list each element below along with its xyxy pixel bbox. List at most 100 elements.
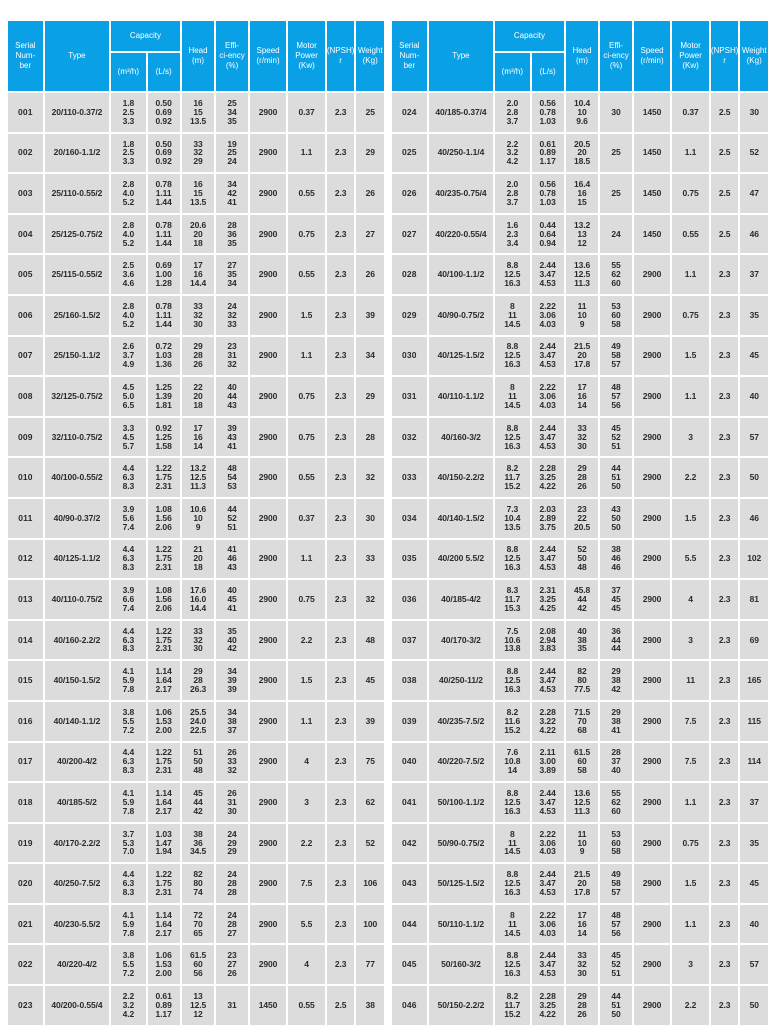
cell-motor-power: 3 xyxy=(672,417,709,457)
cell-serial-number: 009 xyxy=(8,417,43,457)
cell-weight: 25 xyxy=(356,93,384,132)
cell-serial-number: 028 xyxy=(392,255,427,294)
cell-type: 40/160-2.2/2 xyxy=(44,620,110,660)
cell-speed: 1450 xyxy=(249,986,287,1025)
cell-capacity-ls: 1.22 1.75 2.31 xyxy=(147,458,180,497)
cell-head: 10.4 10 9.6 xyxy=(565,93,599,132)
cell-weight: 29 xyxy=(356,377,384,416)
table-row: 026 40/235-0.75/4 2.0 2.8 3.7 0.56 0.78 1.0… xyxy=(392,174,768,213)
cell-weight: 33 xyxy=(356,539,384,579)
cell-serial-number: 018 xyxy=(8,783,43,822)
cell-efficiency: 44 51 50 xyxy=(600,986,632,1025)
cell-head: 45 44 42 xyxy=(181,783,215,822)
table-row: 033 40/150-2.2/2 8.2 11.7 15.2 2.28 3.25 4.… xyxy=(392,458,768,497)
cell-capacity-ls: 2.44 3.47 4.53 xyxy=(531,336,564,376)
cell-npsh: 2.3 xyxy=(710,986,739,1025)
cell-npsh: 2.3 xyxy=(326,742,355,782)
table-row: 030 40/125-1.5/2 8.8 12.5 16.3 2.44 3.47 4.… xyxy=(392,336,768,376)
cell-capacity-m3h: 1.8 2.5 3.3 xyxy=(111,133,146,173)
cell-capacity-m3h: 1.8 2.5 3.3 xyxy=(111,93,146,132)
cell-weight: 81 xyxy=(740,580,768,619)
cell-weight: 30 xyxy=(740,93,768,132)
cell-type: 40/185-0.37/4 xyxy=(428,93,494,132)
cell-head: 33 32 30 xyxy=(181,620,215,660)
table-row: 027 40/220-0.55/4 1.6 2.3 3.4 0.44 0.64 0.9… xyxy=(392,214,768,254)
table-row: 019 40/170-2.2/2 3.7 5.3 7.0 1.03 1.47 1.94… xyxy=(8,823,384,863)
cell-serial-number: 013 xyxy=(8,580,43,619)
cell-capacity-ls: 0.50 0.69 0.92 xyxy=(147,93,180,132)
cell-npsh: 2.3 xyxy=(326,498,355,538)
cell-npsh: 2.3 xyxy=(326,539,355,579)
cell-head: 71.5 70 68 xyxy=(565,701,599,741)
cell-weight: 39 xyxy=(356,295,384,335)
cell-motor-power: 1.1 xyxy=(672,377,709,416)
header-capacity-ls: (L/s) xyxy=(147,53,180,91)
cell-capacity-m3h: 4.1 5.9 7.8 xyxy=(111,661,146,700)
cell-speed: 2900 xyxy=(633,295,671,335)
cell-serial-number: 034 xyxy=(392,498,427,538)
cell-efficiency: 34 38 37 xyxy=(216,701,248,741)
cell-speed: 2900 xyxy=(633,377,671,416)
cell-npsh: 2.3 xyxy=(710,620,739,660)
cell-head: 17 16 14 xyxy=(565,377,599,416)
cell-speed: 2900 xyxy=(249,904,287,944)
cell-head: 20.6 20 18 xyxy=(181,214,215,254)
cell-speed: 1450 xyxy=(633,133,671,173)
header-serial-number: Serial Num- ber xyxy=(8,21,43,91)
cell-capacity-m3h: 2.0 2.8 3.7 xyxy=(495,174,530,213)
cell-capacity-ls: 0.69 1.00 1.28 xyxy=(147,255,180,294)
cell-type: 20/110-0.37/2 xyxy=(44,93,110,132)
cell-capacity-ls: 2.22 3.06 4.03 xyxy=(531,823,564,863)
cell-capacity-ls: 1.25 1.39 1.81 xyxy=(147,377,180,416)
cell-serial-number: 042 xyxy=(392,823,427,863)
cell-serial-number: 038 xyxy=(392,661,427,700)
cell-npsh: 2.3 xyxy=(326,417,355,457)
cell-efficiency: 24 29 29 xyxy=(216,823,248,863)
cell-serial-number: 012 xyxy=(8,539,43,579)
cell-efficiency: 26 31 30 xyxy=(216,783,248,822)
cell-npsh: 2.3 xyxy=(326,580,355,619)
cell-serial-number: 011 xyxy=(8,498,43,538)
cell-motor-power: 0.75 xyxy=(288,417,325,457)
cell-efficiency: 28 37 40 xyxy=(600,742,632,782)
cell-type: 25/125-0.75/2 xyxy=(44,214,110,254)
cell-type: 40/150-2.2/2 xyxy=(428,458,494,497)
cell-serial-number: 007 xyxy=(8,336,43,376)
cell-capacity-m3h: 4.1 5.9 7.8 xyxy=(111,904,146,944)
cell-speed: 2900 xyxy=(249,742,287,782)
cell-npsh: 2.3 xyxy=(326,458,355,497)
cell-motor-power: 2.2 xyxy=(288,620,325,660)
cell-motor-power: 1.1 xyxy=(672,133,709,173)
cell-npsh: 2.5 xyxy=(710,133,739,173)
cell-speed: 2900 xyxy=(249,661,287,700)
cell-type: 40/250-11/2 xyxy=(428,661,494,700)
cell-efficiency: 41 46 43 xyxy=(216,539,248,579)
cell-capacity-m3h: 2.8 4.0 5.2 xyxy=(111,174,146,213)
cell-efficiency: 23 31 32 xyxy=(216,336,248,376)
cell-serial-number: 022 xyxy=(8,945,43,985)
cell-speed: 2900 xyxy=(633,620,671,660)
cell-capacity-m3h: 8.8 12.5 16.3 xyxy=(495,661,530,700)
cell-serial-number: 033 xyxy=(392,458,427,497)
cell-head: 40 38 35 xyxy=(565,620,599,660)
table-row: 035 40/200 5.5/2 8.8 12.5 16.3 2.44 3.47 4.… xyxy=(392,539,768,579)
cell-head: 13.2 12.5 11.3 xyxy=(181,458,215,497)
cell-motor-power: 0.55 xyxy=(288,255,325,294)
cell-serial-number: 026 xyxy=(392,174,427,213)
cell-capacity-m3h: 3.7 5.3 7.0 xyxy=(111,823,146,863)
cell-type: 40/235-0.75/4 xyxy=(428,174,494,213)
cell-capacity-ls: 2.22 3.06 4.03 xyxy=(531,377,564,416)
table-row: 005 25/115-0.55/2 2.5 3.6 4.6 0.69 1.00 1.2… xyxy=(8,255,384,294)
cell-type: 25/115-0.55/2 xyxy=(44,255,110,294)
cell-weight: 37 xyxy=(740,255,768,294)
cell-motor-power: 0.55 xyxy=(288,174,325,213)
cell-npsh: 2.3 xyxy=(710,823,739,863)
header-type: Type xyxy=(44,21,110,91)
cell-capacity-m3h: 8 11 14.5 xyxy=(495,904,530,944)
cell-motor-power: 5.5 xyxy=(672,539,709,579)
cell-capacity-m3h: 7.6 10.8 14 xyxy=(495,742,530,782)
cell-weight: 30 xyxy=(356,498,384,538)
cell-capacity-ls: 1.14 1.64 2.17 xyxy=(147,783,180,822)
cell-efficiency: 45 52 51 xyxy=(600,417,632,457)
table-row: 038 40/250-11/2 8.8 12.5 16.3 2.44 3.47 4.5… xyxy=(392,661,768,700)
